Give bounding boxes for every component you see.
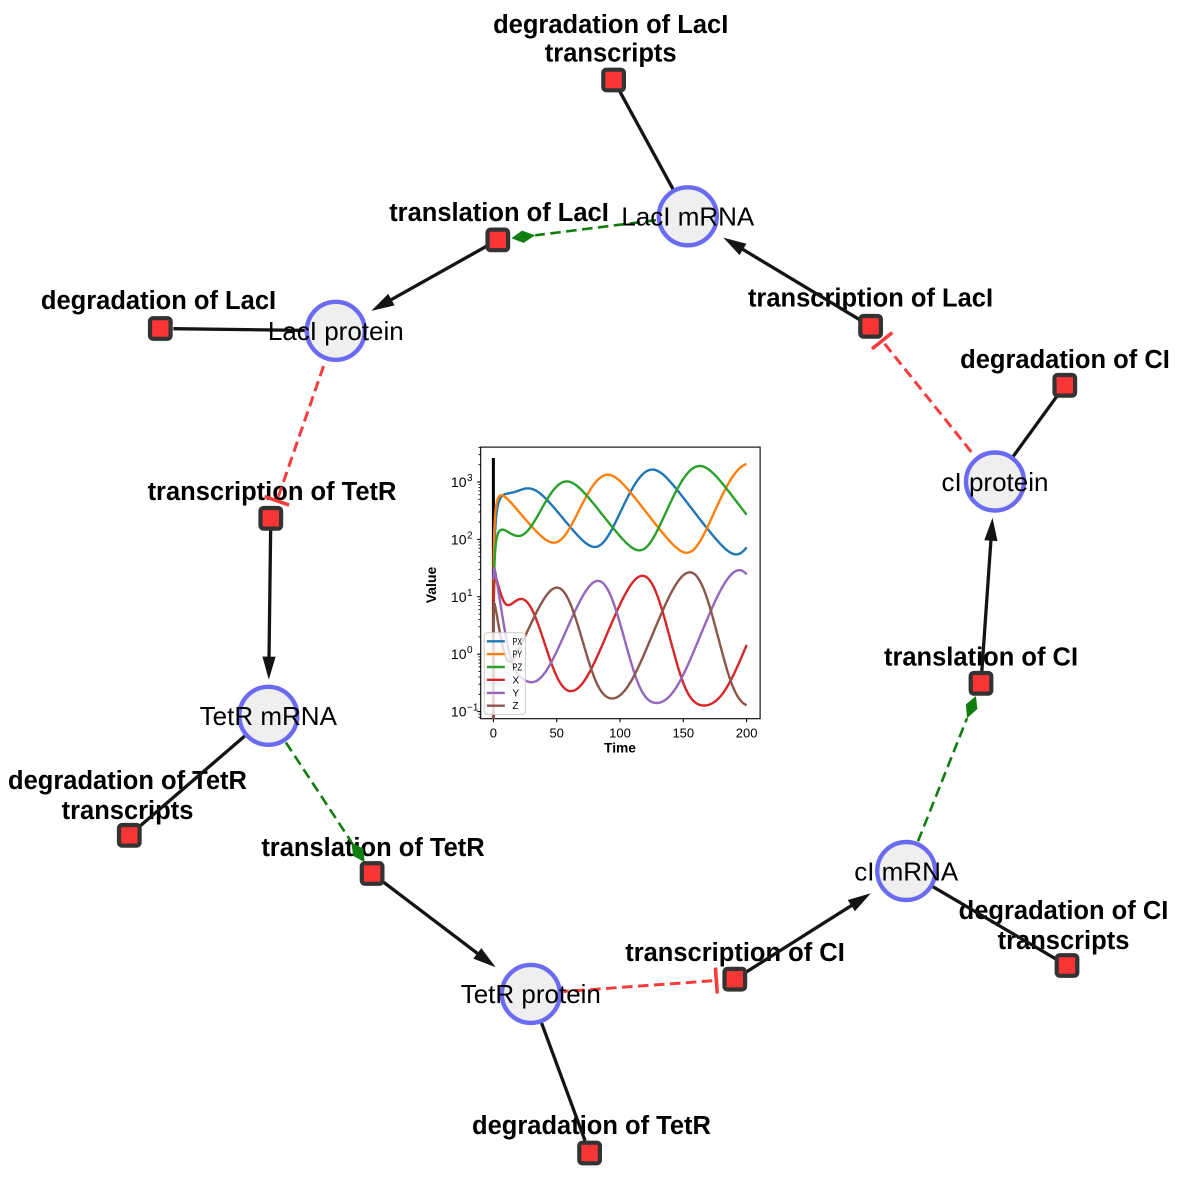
svg-text:transcripts: transcripts xyxy=(998,927,1130,955)
svg-text:transcription of TetR: transcription of TetR xyxy=(148,478,397,506)
svg-text:10: 10 xyxy=(451,646,467,662)
svg-text:X: X xyxy=(512,675,519,686)
svg-text:10: 10 xyxy=(451,589,467,605)
svg-text:LacI protein: LacI protein xyxy=(268,316,404,346)
svg-text:cI protein: cI protein xyxy=(942,467,1049,497)
svg-text:LacI mRNA: LacI mRNA xyxy=(621,202,755,232)
svg-text:PY: PY xyxy=(512,650,522,661)
svg-text:50: 50 xyxy=(549,726,563,741)
svg-text:translation of LacI: translation of LacI xyxy=(389,199,609,227)
svg-text:3: 3 xyxy=(467,473,473,484)
svg-text:2: 2 xyxy=(467,530,473,541)
svg-text:TetR mRNA: TetR mRNA xyxy=(200,701,338,731)
svg-text:degradation of LacI: degradation of LacI xyxy=(493,11,728,39)
svg-text:10: 10 xyxy=(451,704,467,720)
svg-text:Z: Z xyxy=(512,701,518,712)
svg-text:transcription of CI: transcription of CI xyxy=(625,939,845,967)
svg-text:Value: Value xyxy=(423,567,439,604)
svg-text:TetR protein: TetR protein xyxy=(461,979,601,1009)
svg-text:−1: −1 xyxy=(467,703,479,714)
svg-text:Y: Y xyxy=(512,688,519,699)
svg-text:0: 0 xyxy=(490,726,497,741)
svg-text:150: 150 xyxy=(672,726,694,741)
svg-text:200: 200 xyxy=(736,726,758,741)
svg-text:transcripts: transcripts xyxy=(62,797,194,825)
svg-text:10: 10 xyxy=(451,474,467,490)
svg-text:degradation of CI: degradation of CI xyxy=(960,346,1170,374)
svg-text:degradation of CI: degradation of CI xyxy=(959,897,1169,925)
svg-text:100: 100 xyxy=(609,726,631,741)
svg-text:degradation of TetR: degradation of TetR xyxy=(472,1112,711,1140)
svg-text:transcription of LacI: transcription of LacI xyxy=(748,285,993,313)
svg-text:Time: Time xyxy=(604,741,636,756)
svg-text:degradation of TetR: degradation of TetR xyxy=(8,767,247,795)
svg-text:translation of TetR: translation of TetR xyxy=(261,834,484,862)
svg-text:10: 10 xyxy=(451,531,467,547)
svg-text:degradation of LacI: degradation of LacI xyxy=(41,287,276,315)
svg-text:PZ: PZ xyxy=(512,663,522,674)
svg-text:1: 1 xyxy=(467,588,473,599)
svg-text:0: 0 xyxy=(467,645,473,656)
svg-text:cI mRNA: cI mRNA xyxy=(854,856,959,886)
svg-text:transcripts: transcripts xyxy=(545,40,677,68)
svg-text:PX: PX xyxy=(512,637,522,648)
